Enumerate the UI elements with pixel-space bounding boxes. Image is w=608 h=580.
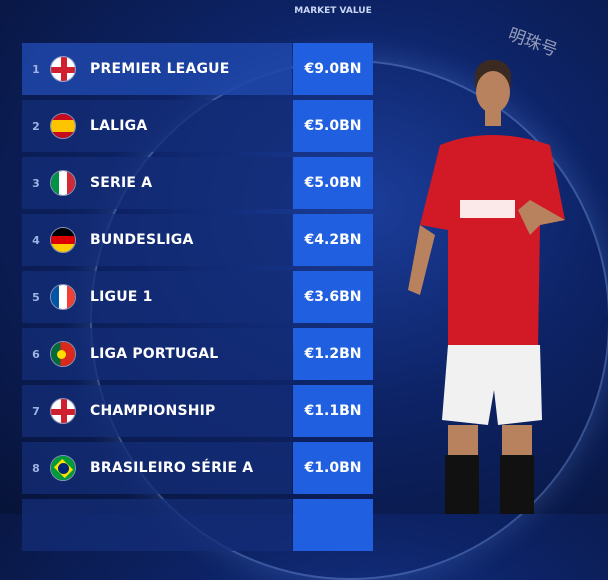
league-name: PREMIER LEAGUE — [90, 61, 230, 77]
league-name: BUNDESLIGA — [90, 232, 194, 248]
league-row-partial — [22, 499, 292, 551]
market-value-cell: €9.0BN — [293, 43, 373, 95]
league-row: 6 LIGA PORTUGAL — [22, 328, 292, 380]
rank: 5 — [32, 290, 40, 304]
league-name: BRASILEIRO SÉRIE A — [90, 460, 254, 476]
portugal-flag-icon — [50, 341, 76, 367]
rank: 4 — [32, 233, 40, 247]
rank: 2 — [32, 119, 40, 133]
league-name: LALIGA — [90, 118, 148, 134]
league-name: SERIE A — [90, 175, 153, 191]
market-value-cell: €4.2BN — [293, 214, 373, 266]
france-flag-icon — [50, 284, 76, 310]
rank: 8 — [32, 461, 40, 475]
league-name: LIGUE 1 — [90, 289, 153, 305]
england-flag-icon — [50, 398, 76, 424]
rank: 1 — [32, 62, 40, 76]
spain-flag-icon — [50, 113, 76, 139]
england-flag-icon — [50, 56, 76, 82]
league-row: 1 PREMIER LEAGUE — [22, 43, 292, 95]
player-image — [408, 60, 565, 514]
market-value-cell: €3.6BN — [293, 271, 373, 323]
market-value-cell: €1.0BN — [293, 442, 373, 494]
rank: 6 — [32, 347, 40, 361]
italy-flag-icon — [50, 170, 76, 196]
league-row: 3 SERIE A — [22, 157, 292, 209]
germany-flag-icon — [50, 227, 76, 253]
watermark: 明珠号 — [505, 24, 561, 61]
league-row: 8 BRASILEIRO SÉRIE A — [22, 442, 292, 494]
rank: 3 — [32, 176, 40, 190]
league-row: 5 LIGUE 1 — [22, 271, 292, 323]
market-value-cell: €1.1BN — [293, 385, 373, 437]
league-row: 2 LALIGA — [22, 100, 292, 152]
market-value-cell: €5.0BN — [293, 157, 373, 209]
market-value-header: MARKET VALUE — [294, 6, 372, 16]
league-row: 7 CHAMPIONSHIP — [22, 385, 292, 437]
league-row: 4 BUNDESLIGA — [22, 214, 292, 266]
market-value-cell: €1.2BN — [293, 328, 373, 380]
league-name: CHAMPIONSHIP — [90, 403, 216, 419]
rank: 7 — [32, 404, 40, 418]
league-name: LIGA PORTUGAL — [90, 346, 219, 362]
brazil-flag-icon — [50, 455, 76, 481]
market-value-cell-partial — [293, 499, 373, 551]
market-value-cell: €5.0BN — [293, 100, 373, 152]
